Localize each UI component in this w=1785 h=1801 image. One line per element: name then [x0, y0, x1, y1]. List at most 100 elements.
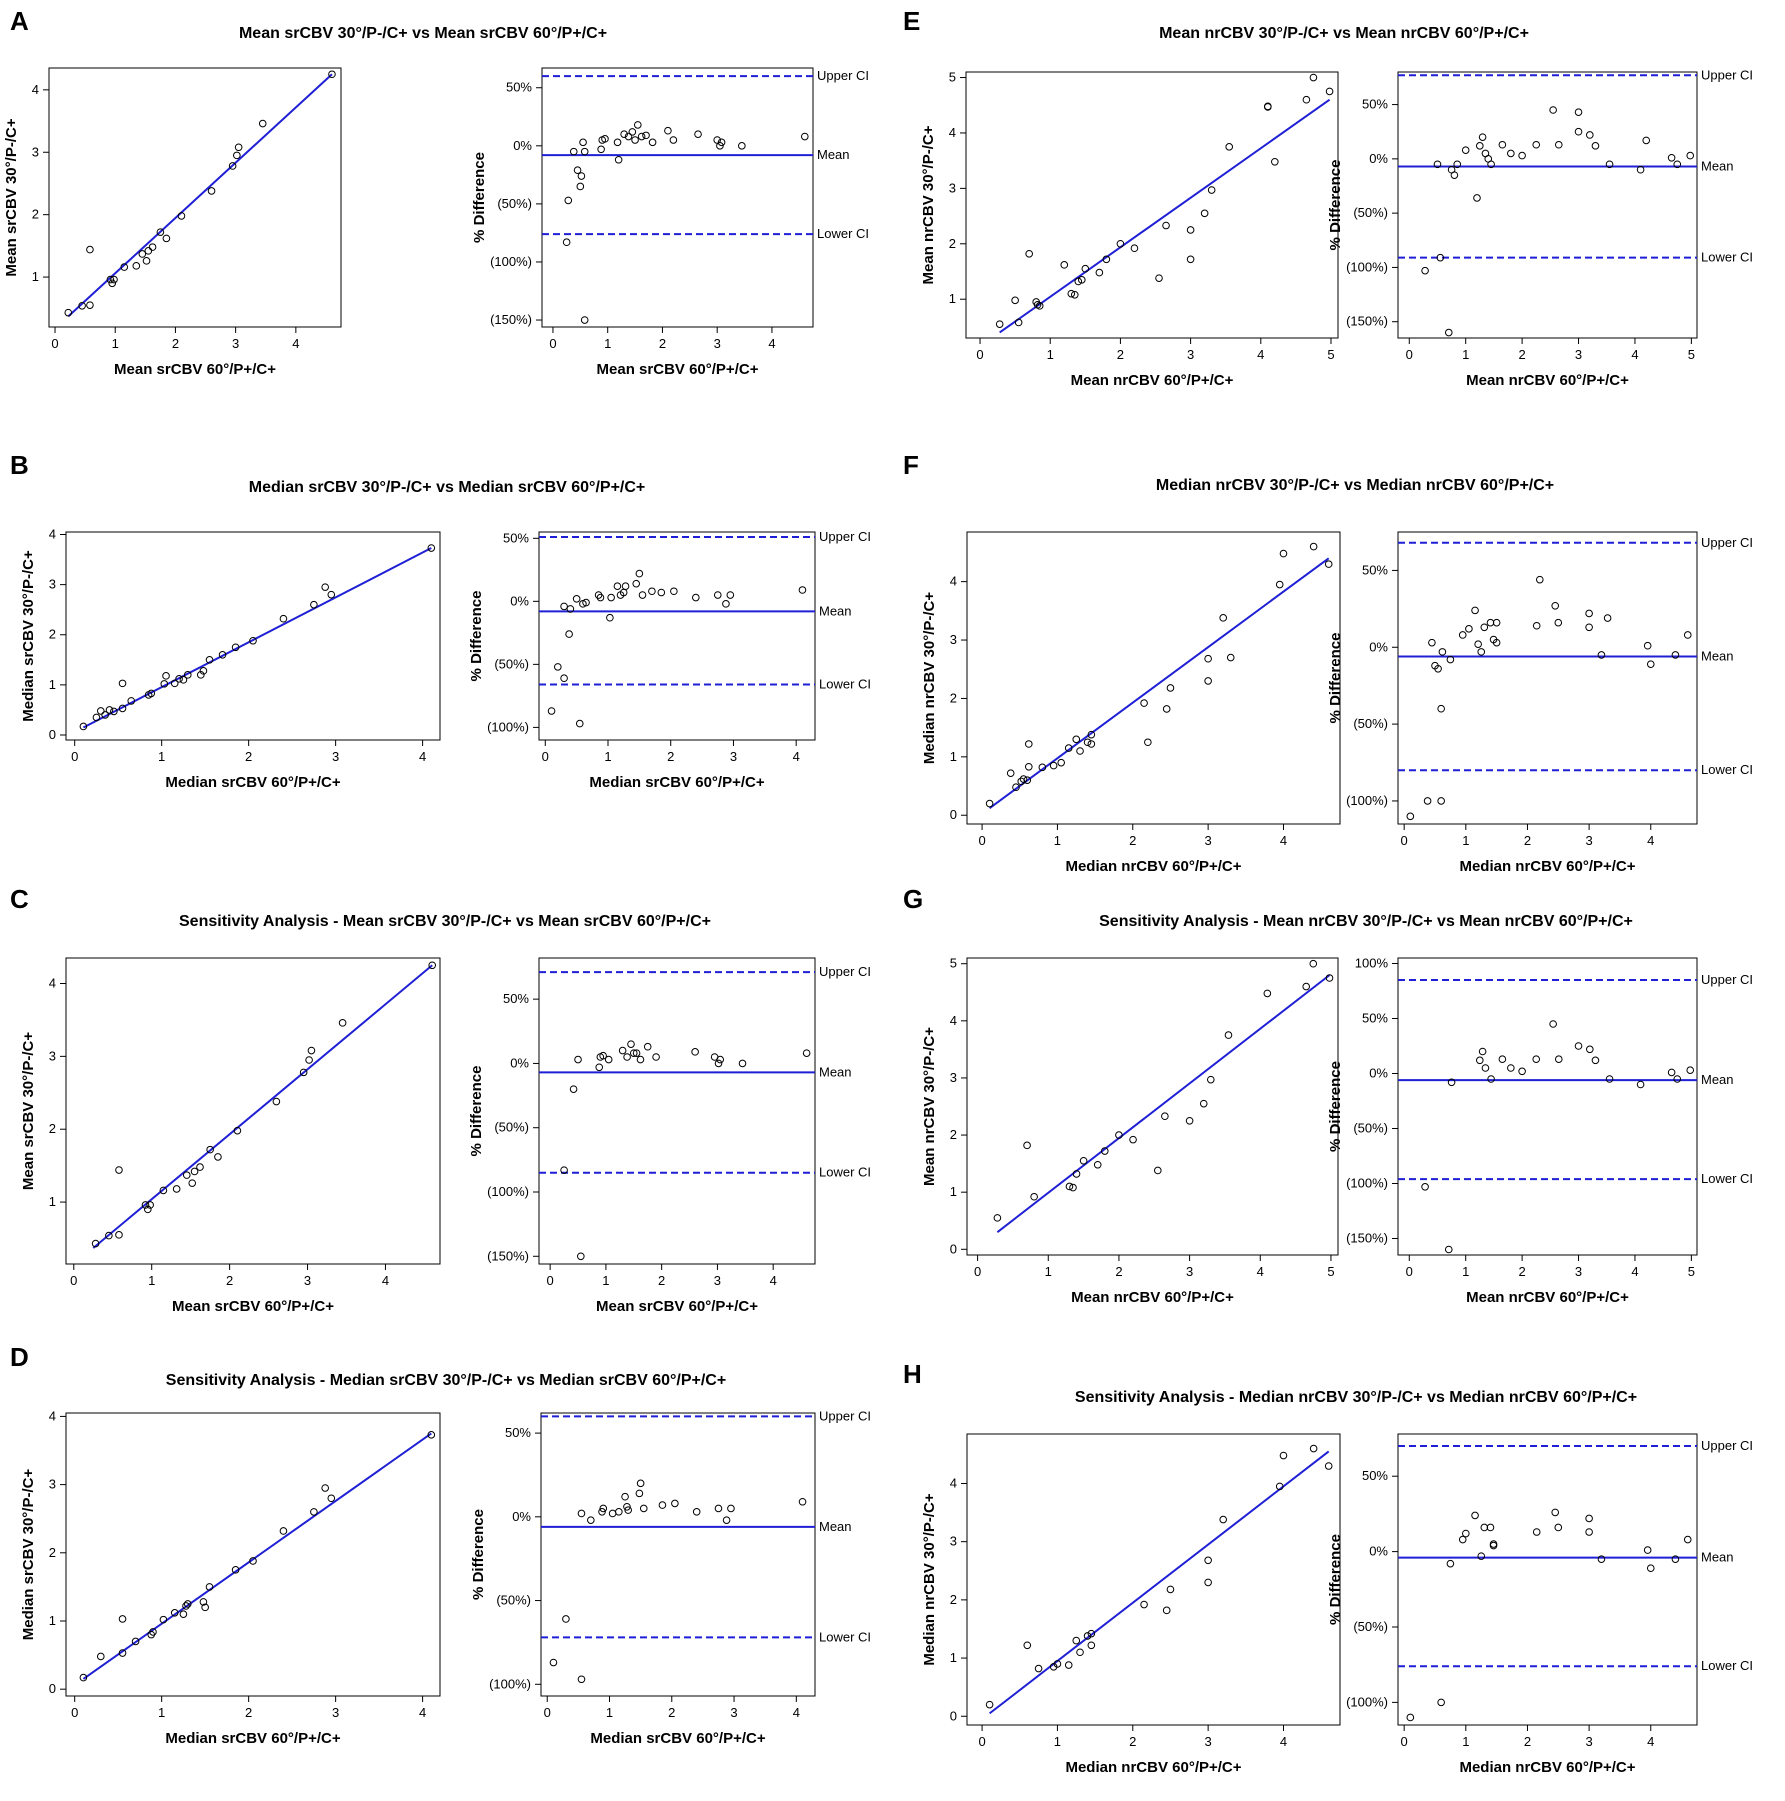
regression-line — [999, 98, 1331, 334]
y-tick-label: (50%) — [1353, 716, 1388, 731]
data-point — [1549, 1020, 1557, 1028]
data-point — [1065, 1182, 1074, 1191]
data-point — [182, 1602, 190, 1610]
mean-label: Mean — [1701, 1550, 1734, 1565]
x-tick-label: 1 — [112, 336, 119, 351]
data-point — [1087, 1641, 1096, 1650]
data-point — [1605, 1075, 1614, 1083]
data-point — [159, 1615, 168, 1624]
data-point — [1204, 1556, 1212, 1565]
y-tick-label: 1 — [950, 1650, 957, 1665]
data-point — [615, 1507, 623, 1516]
y-axis-label: % Difference — [470, 1509, 487, 1600]
data-point — [1030, 1192, 1038, 1201]
data-point — [142, 257, 151, 265]
data-point — [1161, 1112, 1169, 1121]
data-point — [1585, 1514, 1593, 1523]
y-tick-label: 0 — [950, 807, 957, 822]
y-tick-label: 50% — [506, 80, 532, 95]
data-point — [1498, 140, 1507, 149]
x-tick-label: 2 — [1115, 1264, 1122, 1279]
data-point — [160, 680, 169, 688]
data-point — [1219, 614, 1228, 622]
data-point — [233, 1126, 242, 1135]
data-point — [1487, 160, 1495, 169]
data-point — [995, 320, 1004, 328]
data-point — [623, 1053, 631, 1061]
data-point — [272, 1097, 281, 1106]
data-point — [1087, 740, 1096, 748]
data-point — [338, 1019, 347, 1027]
panel-title: Median nrCBV 30°/P-/C+ vs Median nrCBV 6… — [1156, 477, 1554, 494]
upper-ci-label: Upper CI — [1701, 67, 1753, 82]
data-point — [131, 1637, 140, 1646]
data-point — [713, 591, 722, 599]
mean-label: Mean — [1701, 1072, 1734, 1087]
data-point — [1023, 776, 1032, 785]
data-point — [1087, 1629, 1096, 1638]
data-point — [1554, 618, 1563, 627]
data-point — [580, 147, 589, 156]
data-point — [648, 138, 657, 147]
y-tick-label: 3 — [32, 144, 39, 159]
data-point — [664, 126, 672, 135]
panel-title: Mean nrCBV 30°/P-/C+ vs Mean nrCBV 60°/P… — [1159, 25, 1529, 42]
data-point — [576, 182, 585, 191]
data-point — [1325, 87, 1334, 96]
data-point — [1064, 1661, 1073, 1669]
plot-frame — [538, 531, 816, 741]
data-point — [305, 1056, 313, 1064]
data-point — [1140, 699, 1148, 707]
data-point — [1064, 744, 1073, 752]
data-point — [1642, 136, 1651, 145]
data-point — [1166, 1585, 1175, 1594]
panel-letter: H — [903, 1359, 922, 1389]
data-point — [1532, 621, 1541, 630]
data-point — [601, 135, 609, 143]
y-tick-label: (100%) — [489, 1676, 531, 1691]
data-point — [613, 138, 622, 147]
data-point — [1302, 982, 1310, 991]
x-tick-label: 5 — [1327, 347, 1334, 362]
x-tick-label: 0 — [71, 749, 78, 764]
data-point — [1535, 575, 1544, 584]
scatter-plot: 0 1 2 3 4 0 1 2 3 4 Median srCBV 60°/P+/C+ Median s… — [20, 1408, 441, 1747]
data-point — [108, 279, 117, 288]
data-point — [562, 1615, 570, 1623]
data-point — [1478, 1047, 1487, 1056]
y-tick-label: 3 — [949, 180, 956, 195]
x-tick-label: 0 — [542, 749, 549, 764]
y-axis-label: % Difference — [1327, 1534, 1344, 1625]
data-point — [1471, 606, 1479, 615]
data-point — [79, 722, 88, 731]
data-point — [1076, 747, 1084, 755]
data-point — [106, 275, 115, 284]
y-axis-label: Mean srCBV 30°/P-/C+ — [20, 1032, 37, 1190]
panel-letter: F — [903, 450, 919, 480]
x-tick-label: 1 — [1045, 1264, 1052, 1279]
regression-line — [988, 1450, 1330, 1715]
x-axis-label: Mean nrCBV 60°/P+/C+ — [1071, 1289, 1234, 1306]
x-tick-label: 4 — [419, 1705, 426, 1720]
y-tick-label: 4 — [49, 976, 56, 991]
panel-h: H Sensitivity Analysis - Median nrCBV 30°… — [903, 1359, 1753, 1776]
data-point — [1683, 631, 1692, 639]
y-tick-label: (100%) — [487, 1184, 529, 1199]
data-point — [1038, 763, 1047, 772]
y-tick-label: 50% — [1362, 97, 1388, 112]
data-point — [146, 1201, 154, 1209]
panel-c: C Sensitivity Analysis - Mean srCBV 30°/P… — [10, 884, 871, 1315]
data-point — [606, 613, 614, 622]
x-tick-label: 4 — [768, 336, 775, 351]
y-tick-label: 3 — [49, 1048, 56, 1063]
data-point — [1079, 1156, 1088, 1165]
data-point — [1083, 738, 1092, 747]
data-point — [613, 582, 622, 591]
x-tick-label: 0 — [976, 347, 983, 362]
data-point — [1309, 73, 1318, 82]
x-axis-label: Mean nrCBV 60°/P+/C+ — [1071, 372, 1234, 389]
data-point — [1116, 239, 1125, 248]
data-point — [1186, 226, 1195, 234]
data-point — [1406, 1713, 1415, 1722]
x-tick-label: 1 — [606, 1705, 613, 1720]
